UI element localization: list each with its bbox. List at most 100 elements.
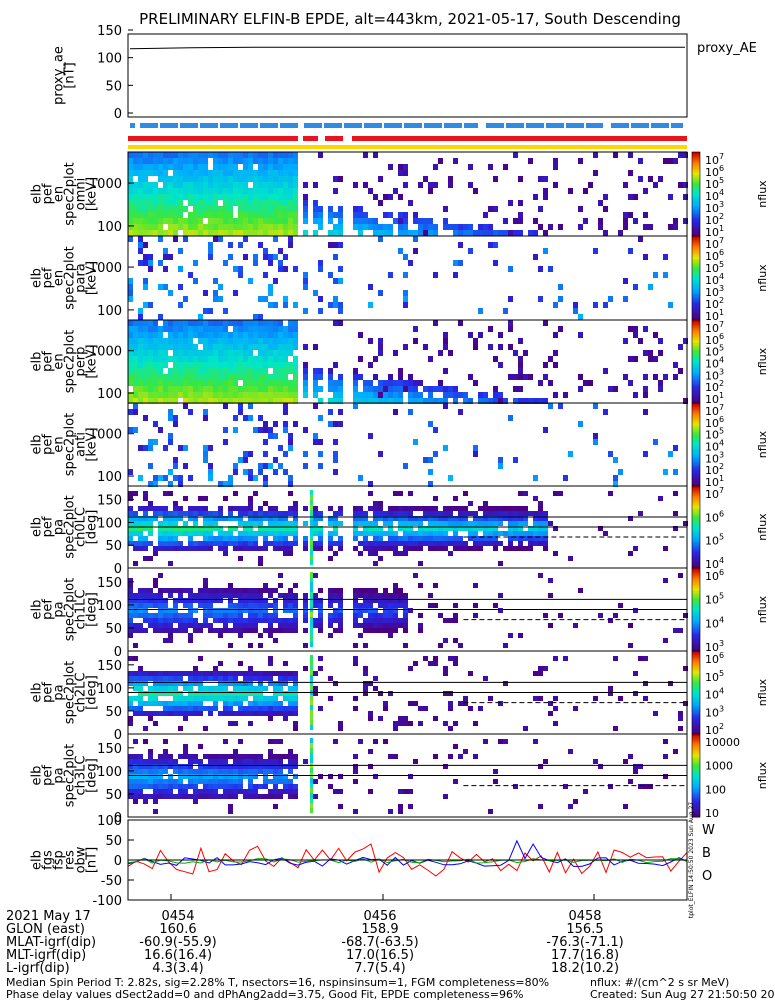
- spectrogram-cell: [543, 248, 548, 254]
- spectrogram-cell: [238, 374, 243, 380]
- spectrogram-cell: [303, 218, 308, 224]
- spectrogram-cell: [173, 344, 178, 350]
- spectrogram-cell: [268, 706, 273, 711]
- spectrogram-cell: [263, 779, 268, 784]
- spectrogram-cell: [263, 439, 268, 445]
- spectrogram-cell: [408, 701, 413, 706]
- spectrogram-cell: [388, 224, 393, 230]
- spectrogram-cell: [148, 326, 153, 332]
- spectrogram-cell: [578, 314, 583, 320]
- colorbar-swatch: [692, 738, 700, 741]
- spectrogram-cell: [208, 628, 213, 633]
- colorbar-swatch: [692, 707, 700, 710]
- spectrogram-cell: [293, 521, 298, 526]
- spectrogram-cell: [183, 374, 188, 380]
- colorbar-tick-label: 104: [705, 439, 724, 454]
- spectrogram-cell: [263, 769, 268, 774]
- spectrogram-cell: [158, 593, 163, 598]
- spectrogram-cell: [278, 511, 283, 516]
- spectrogram-cell: [278, 764, 283, 769]
- spectrogram-cell: [258, 546, 263, 551]
- spectrogram-cell: [148, 598, 153, 603]
- spectrogram-cell: [178, 623, 183, 628]
- spectrogram-cell: [288, 320, 293, 326]
- spectrogram-cell: [128, 362, 133, 368]
- spectrogram-cell: [168, 638, 173, 643]
- spectrogram-cell: [233, 764, 238, 769]
- spectrogram-cell: [188, 671, 193, 676]
- spectrogram-cell: [433, 521, 438, 526]
- spectrogram-cell: [293, 598, 298, 603]
- spectrogram-cell: [148, 556, 153, 561]
- spectrogram-cell: [453, 272, 458, 278]
- spectrogram-cell: [643, 326, 648, 332]
- colorbar-swatch: [692, 427, 700, 431]
- spectrogram-cell: [208, 541, 213, 546]
- spectrogram-cell: [173, 784, 178, 789]
- spectrogram-cell: [183, 696, 188, 701]
- spectrogram-cell: [288, 344, 293, 350]
- spectrogram-cell: [253, 603, 258, 608]
- spectrogram-cell: [393, 583, 398, 588]
- panel-ylabel-line: elb: [30, 184, 45, 204]
- colorbar-swatch: [692, 280, 700, 283]
- spectrogram-cell: [273, 541, 278, 546]
- fgm-legend-w: W: [702, 823, 715, 838]
- spectrogram-cell: [193, 356, 198, 362]
- spectrogram-cell: [243, 759, 248, 764]
- spectrogram-cell: [388, 613, 393, 618]
- spectrogram-cell: [373, 531, 378, 536]
- spectrogram-cell: [268, 588, 273, 593]
- spectrogram-cell: [158, 356, 163, 362]
- spectrogram-cell: [313, 392, 318, 398]
- spectrogram-cell: [168, 398, 173, 404]
- spectrogram-cell: [143, 681, 148, 686]
- spectrogram-cell: [128, 368, 133, 374]
- spectrogram-cell: [628, 643, 633, 648]
- burst-cell: [310, 602, 313, 607]
- spectrogram-cell: [153, 356, 158, 362]
- spectrogram-cell: [188, 706, 193, 711]
- spectrogram-cell: [673, 158, 678, 164]
- colorbar-swatch: [692, 473, 700, 477]
- spectrogram-cell: [603, 206, 608, 212]
- spectrogram-cell: [443, 671, 448, 676]
- colorbar-swatch: [692, 592, 700, 596]
- spectrogram-cell: [248, 721, 253, 726]
- colorbar-swatch: [692, 365, 700, 369]
- spectrogram-cell: [168, 623, 173, 628]
- spectrogram-cell: [373, 230, 378, 236]
- spectrogram-cell: [133, 794, 138, 799]
- spectrogram-cell: [243, 182, 248, 188]
- spectrogram-cell: [363, 536, 368, 541]
- spectrogram-cell: [548, 403, 553, 409]
- spectrogram-cell: [183, 701, 188, 706]
- spectrogram-cell: [173, 230, 178, 236]
- colorbar-swatch: [692, 286, 700, 289]
- spectrogram-cell: [193, 344, 198, 350]
- spectrogram-cell: [283, 194, 288, 200]
- spectrogram-cell: [183, 744, 188, 749]
- spectrogram-cell: [163, 491, 168, 496]
- spectrogram-cell: [293, 511, 298, 516]
- spectrogram-cell: [538, 804, 543, 809]
- spectrogram-cell: [433, 541, 438, 546]
- spectrogram-cell: [378, 392, 383, 398]
- colorbar-swatch: [692, 675, 700, 679]
- colorbar-swatch: [692, 553, 700, 557]
- spectrogram-cell: [333, 457, 338, 463]
- spectrogram-cell: [158, 236, 163, 242]
- spectrogram-cell: [493, 230, 498, 236]
- spectrogram-cell: [128, 603, 133, 608]
- colorbar-swatch: [692, 750, 700, 754]
- spectrogram-cell: [453, 613, 458, 618]
- spectrogram-cell: [353, 521, 358, 526]
- spectrogram-cell: [173, 200, 178, 206]
- burst-cell: [310, 515, 313, 520]
- spectrogram-cell: [378, 603, 383, 608]
- spectrogram-cell: [168, 511, 173, 516]
- spectrogram-cell: [208, 368, 213, 374]
- spectrogram-cell: [303, 643, 308, 648]
- spectrogram-cell: [133, 356, 138, 362]
- spectrogram-cell: [503, 308, 508, 314]
